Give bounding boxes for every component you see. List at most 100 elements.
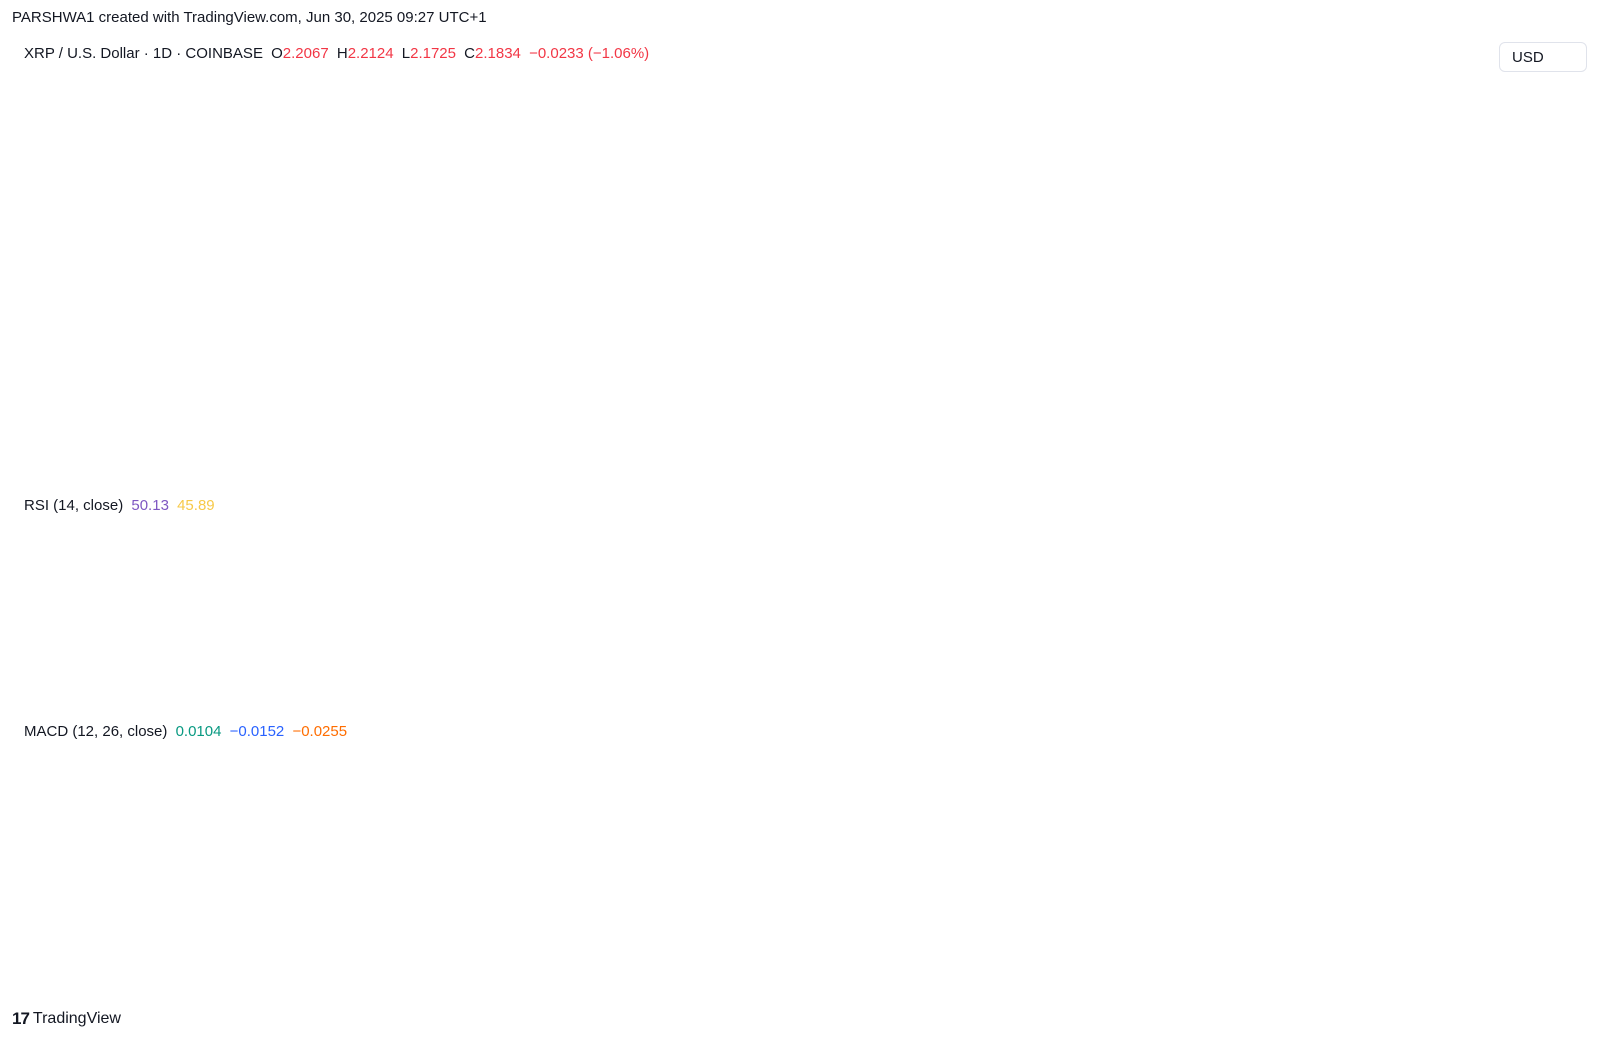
macd-hist-bar xyxy=(1083,886,1088,895)
us-flag-icon xyxy=(1277,455,1303,481)
candle-body xyxy=(1230,226,1235,233)
candle-body xyxy=(902,223,907,235)
candle-body xyxy=(475,145,480,163)
candle-body xyxy=(1269,226,1274,228)
candle-body xyxy=(196,179,201,191)
candle-body xyxy=(42,389,47,407)
candle-body xyxy=(513,186,518,194)
macd-hist-bar xyxy=(896,886,901,888)
symbol-name[interactable]: XRP / U.S. Dollar · 1D · COINBASE xyxy=(24,45,263,62)
candle-body xyxy=(803,247,808,249)
macd-hist-bar xyxy=(10,875,14,887)
macd-hist-bar xyxy=(1258,885,1263,887)
candle-body xyxy=(15,439,20,445)
macd-hist-bar xyxy=(617,886,622,904)
macd-hist-bar xyxy=(968,876,973,887)
macd-hist-bar xyxy=(814,886,819,900)
symbol-legend: XRP / U.S. Dollar · 1D · COINBASE O2.206… xyxy=(24,45,653,62)
macd-hist-bar xyxy=(278,886,283,900)
currency-button[interactable]: USD xyxy=(1499,42,1587,72)
candle-body xyxy=(130,190,135,233)
candle-body xyxy=(59,372,64,376)
candle-body xyxy=(168,179,173,201)
x-tick-label: Jul xyxy=(1278,949,1297,966)
candle-body xyxy=(782,222,787,234)
candle-body xyxy=(661,187,666,210)
macd-hist-bar xyxy=(743,886,748,888)
candle-body xyxy=(962,216,967,219)
macd-hist-bar xyxy=(990,874,995,887)
candle-body xyxy=(294,224,299,242)
candle-body xyxy=(628,116,633,137)
macd-hist-bar xyxy=(984,874,989,887)
change-value: −0.0233 (−1.06%) xyxy=(529,45,650,62)
macd-hist-bar xyxy=(886,886,891,890)
candle-body xyxy=(1077,189,1082,199)
rsi-overbought-fill xyxy=(12,508,166,570)
candle-body xyxy=(207,172,212,185)
candle-body xyxy=(743,178,748,180)
macd-hist-bar xyxy=(327,881,332,887)
macd-hist-bar xyxy=(1132,886,1137,888)
macd-hist-bar xyxy=(398,859,403,887)
candle-body xyxy=(929,204,934,216)
macd-hist-bar xyxy=(1116,886,1121,890)
macd-hist-bar xyxy=(360,865,365,887)
rsi-label[interactable]: RSI (14, close) xyxy=(24,497,124,514)
candle-body xyxy=(212,164,217,173)
macd-hist-bar xyxy=(825,886,830,902)
macd-hist-bar xyxy=(590,886,595,898)
candle-body xyxy=(595,181,600,194)
macd-hist-bar xyxy=(853,886,858,897)
macd-label[interactable]: MACD (12, 26, close) xyxy=(24,723,168,740)
macd-hist-bar xyxy=(130,844,135,887)
macd-hist-bar xyxy=(152,862,157,887)
macd-hist-bar xyxy=(907,885,912,887)
candle-body xyxy=(250,220,255,226)
candle-body xyxy=(1094,195,1099,200)
macd-hist-bar xyxy=(1121,886,1126,890)
candle-body xyxy=(1181,213,1186,215)
macd-hist-bar xyxy=(924,882,929,887)
macd-hist-bar xyxy=(185,886,190,888)
macd-hist-bar xyxy=(1263,885,1268,887)
candle-body xyxy=(338,197,343,200)
macd-hist-bar xyxy=(1033,878,1038,887)
macd-hist-bar xyxy=(1011,871,1016,887)
macd-hist-bar xyxy=(70,872,75,887)
price-tick-label: 1.5000 xyxy=(1475,308,1521,325)
macd-hist-bar xyxy=(256,886,261,907)
macd-hist-bar xyxy=(1230,886,1235,890)
candle-body xyxy=(1247,236,1252,244)
candle-body xyxy=(218,164,223,188)
candle-body xyxy=(365,143,370,173)
candle-body xyxy=(913,216,918,222)
macd-hist-bar xyxy=(1198,886,1203,888)
candle-body xyxy=(606,214,611,227)
macd-hist-bar xyxy=(322,884,327,887)
macd-hist-bar xyxy=(809,886,814,899)
candle-body xyxy=(404,84,409,86)
macd-hist-bar xyxy=(1110,886,1115,891)
macd-hist-bar xyxy=(557,885,562,887)
candle-body xyxy=(1198,220,1203,225)
macd-hist-bar xyxy=(1055,885,1060,887)
macd-hist-bar xyxy=(59,873,64,887)
macd-hist-bar xyxy=(973,876,978,887)
candle-body xyxy=(814,260,819,266)
macd-hist-bar xyxy=(612,886,617,906)
macd-hist-bar xyxy=(535,883,540,887)
macd-hist-bar xyxy=(426,875,431,887)
candle-body xyxy=(535,165,540,176)
candle-body xyxy=(382,63,387,103)
rsi-legend: RSI (14, close) 50.13 45.89 xyxy=(24,497,219,514)
macd-hist-bar xyxy=(1170,882,1175,887)
price-tick-label: 2.0000 xyxy=(1475,238,1521,255)
macd-hist-value: 0.0104 xyxy=(175,723,222,740)
candle-body xyxy=(1088,194,1093,196)
candle-body xyxy=(1006,188,1011,194)
tradingview-footer[interactable]: 17 TradingView xyxy=(12,1009,121,1029)
macd-hist-bar xyxy=(573,886,578,892)
candle-body xyxy=(584,166,589,178)
